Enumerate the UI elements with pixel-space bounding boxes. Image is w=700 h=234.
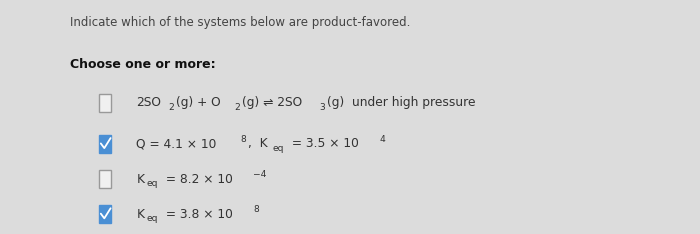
Text: K: K [136,172,144,186]
Text: Indicate which of the systems below are product-favored.: Indicate which of the systems below are … [70,16,410,29]
Text: 8: 8 [253,205,259,214]
Text: eq: eq [147,179,158,188]
Text: 2SO: 2SO [136,96,162,110]
Text: eq: eq [273,144,284,153]
Text: K: K [136,208,144,221]
Text: 2: 2 [169,103,174,112]
Text: eq: eq [147,214,158,223]
Text: ,  K: , K [248,137,267,150]
Text: Q = 4.1 × 10: Q = 4.1 × 10 [136,137,217,150]
Text: 3: 3 [319,103,326,112]
Text: −4: −4 [253,170,267,179]
Text: Choose one or more:: Choose one or more: [70,58,216,72]
Text: = 3.8 × 10: = 3.8 × 10 [162,208,232,221]
Text: (g)  under high pressure: (g) under high pressure [327,96,475,110]
Bar [99,135,111,153]
Text: 4: 4 [379,135,385,144]
Text: (g) + O: (g) + O [176,96,221,110]
Text: 2: 2 [234,103,240,112]
Bar [99,94,111,112]
Text: = 3.5 × 10: = 3.5 × 10 [288,137,358,150]
Bar [99,170,111,188]
Text: 8: 8 [240,135,246,144]
Text: = 8.2 × 10: = 8.2 × 10 [162,172,232,186]
Bar [99,205,111,223]
Text: (g) ⇌ 2SO: (g) ⇌ 2SO [241,96,302,110]
